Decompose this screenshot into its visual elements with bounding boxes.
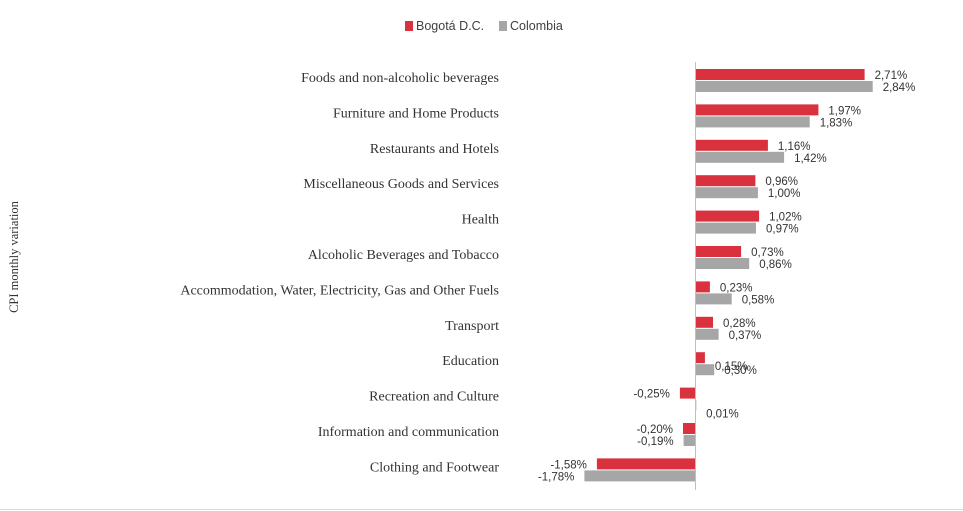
bar-colombia-alcoholic-beverages-and-tobacco [695, 258, 750, 269]
data-label-bogota-recreation-and-culture: -0,25% [633, 389, 669, 401]
bar-colombia-transport [695, 328, 719, 340]
data-label-colombia-accommodation-water-electricity-gas-and-other-fuels: 0,58% [742, 294, 775, 306]
data-label-colombia-education: 0,30% [724, 365, 757, 377]
category-label-restaurants-and-hotels: Restaurants and Hotels [370, 142, 499, 157]
bar-bogota-education [695, 352, 705, 364]
bar-bogota-recreation-and-culture [679, 387, 696, 399]
bar-colombia-restaurants-and-hotels [695, 151, 785, 163]
legend-label-colombia: Colombia [510, 19, 563, 33]
legend-swatch-colombia [499, 21, 507, 31]
category-label-information-and-communication: Information and communication [318, 425, 499, 440]
category-label-health: Health [462, 213, 499, 228]
data-label-colombia-information-and-communication: -0,19% [637, 436, 673, 448]
bar-bogota-health [695, 210, 760, 222]
category-label-transport: Transport [445, 319, 499, 334]
data-label-colombia-transport: 0,37% [729, 330, 762, 342]
category-label-accommodation-water-electricity-gas-and-other-fuels: Accommodation, Water, Electricity, Gas a… [180, 283, 499, 298]
data-label-colombia-restaurants-and-hotels: 1,42% [794, 153, 827, 165]
bar-colombia-information-and-communication [683, 435, 696, 446]
bar-colombia-education [695, 364, 715, 376]
bar-bogota-information-and-communication [683, 423, 696, 434]
data-label-bogota-information-and-communication: -0,20% [637, 424, 673, 436]
bar-bogota-restaurants-and-hotels [695, 139, 768, 151]
category-label-furniture-and-home-products: Furniture and Home Products [333, 106, 499, 121]
bar-bogota-furniture-and-home-products [695, 104, 819, 116]
bar-colombia-health [695, 222, 756, 234]
y-axis-label: CPI monthly variation [7, 200, 21, 313]
data-label-colombia-miscellaneous-goods-and-services: 1,00% [768, 188, 801, 200]
data-label-colombia-health: 0,97% [766, 224, 799, 236]
bar-bogota-transport [695, 316, 713, 328]
bar-colombia-foods-and-non-alcoholic-beverages [695, 81, 873, 92]
data-label-bogota-furniture-and-home-products: 1,97% [828, 105, 861, 117]
data-label-bogota-miscellaneous-goods-and-services: 0,96% [765, 176, 798, 188]
bar-colombia-miscellaneous-goods-and-services [695, 187, 758, 199]
data-label-bogota-health: 1,02% [769, 212, 802, 224]
bar-bogota-clothing-and-footwear [596, 458, 696, 470]
data-label-colombia-recreation-and-culture: 0,01% [706, 409, 739, 421]
plot-area: Foods and non-alcoholic beverages 2,71%2,… [180, 62, 915, 490]
data-label-colombia-alcoholic-beverages-and-tobacco: 0,86% [759, 259, 792, 271]
data-label-bogota-foods-and-non-alcoholic-beverages: 2,71% [875, 70, 908, 82]
bar-colombia-clothing-and-footwear [584, 470, 696, 482]
bar-colombia-furniture-and-home-products [695, 116, 810, 128]
legend: Bogotá D.C. Colombia [405, 19, 563, 33]
data-label-colombia-clothing-and-footwear: -1,78% [538, 471, 574, 483]
category-label-education: Education [442, 354, 499, 369]
data-label-bogota-education: 0,15% [715, 361, 748, 373]
category-label-recreation-and-culture: Recreation and Culture [369, 390, 499, 405]
category-label-miscellaneous-goods-and-services: Miscellaneous Goods and Services [303, 177, 499, 192]
category-label-clothing-and-footwear: Clothing and Footwear [370, 460, 499, 475]
data-label-bogota-alcoholic-beverages-and-tobacco: 0,73% [751, 247, 784, 259]
data-label-colombia-furniture-and-home-products: 1,83% [820, 117, 853, 129]
data-label-colombia-foods-and-non-alcoholic-beverages: 2,84% [883, 82, 916, 94]
bar-bogota-alcoholic-beverages-and-tobacco [695, 246, 742, 257]
data-label-bogota-accommodation-water-electricity-gas-and-other-fuels: 0,23% [720, 282, 753, 294]
legend-swatch-bogota [405, 21, 413, 31]
category-label-foods-and-non-alcoholic-beverages: Foods and non-alcoholic beverages [301, 71, 499, 86]
bar-bogota-accommodation-water-electricity-gas-and-other-fuels [695, 281, 710, 293]
legend-label-bogota: Bogotá D.C. [416, 19, 484, 33]
data-label-bogota-restaurants-and-hotels: 1,16% [778, 141, 811, 153]
bar-colombia-accommodation-water-electricity-gas-and-other-fuels [695, 293, 732, 305]
data-label-bogota-transport: 0,28% [723, 318, 756, 330]
data-label-bogota-clothing-and-footwear: -1,58% [550, 459, 586, 471]
category-label-alcoholic-beverages-and-tobacco: Alcoholic Beverages and Tobacco [308, 248, 499, 263]
bar-bogota-foods-and-non-alcoholic-beverages [695, 69, 865, 80]
bar-bogota-miscellaneous-goods-and-services [695, 175, 756, 187]
